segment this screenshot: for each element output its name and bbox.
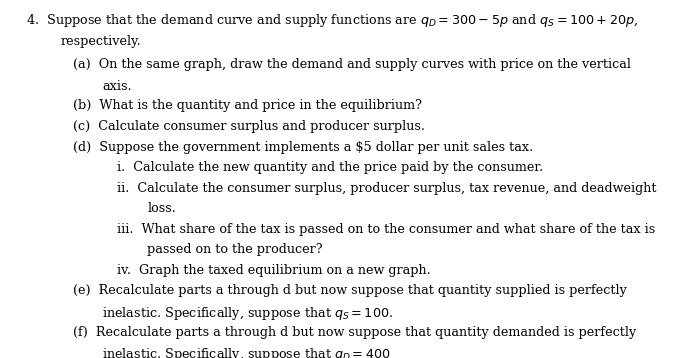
Text: (f)  Recalculate parts a through d but now suppose that quantity demanded is per: (f) Recalculate parts a through d but no… xyxy=(73,325,636,339)
Text: inelastic. Specifically, suppose that $q_D = 400$: inelastic. Specifically, suppose that $q… xyxy=(102,346,391,358)
Text: (b)  What is the quantity and price in the equilibrium?: (b) What is the quantity and price in th… xyxy=(73,100,422,112)
Text: respectively.: respectively. xyxy=(60,35,141,48)
Text: iv.  Graph the taxed equilibrium on a new graph.: iv. Graph the taxed equilibrium on a new… xyxy=(117,264,431,277)
Text: (c)  Calculate consumer surplus and producer surplus.: (c) Calculate consumer surplus and produ… xyxy=(73,120,424,133)
Text: i.  Calculate the new quantity and the price paid by the consumer.: i. Calculate the new quantity and the pr… xyxy=(117,161,544,174)
Text: iii.  What share of the tax is passed on to the consumer and what share of the t: iii. What share of the tax is passed on … xyxy=(117,223,656,236)
Text: ii.  Calculate the consumer surplus, producer surplus, tax revenue, and deadweig: ii. Calculate the consumer surplus, prod… xyxy=(117,182,657,195)
Text: (d)  Suppose the government implements a $5 dollar per unit sales tax.: (d) Suppose the government implements a … xyxy=(73,141,533,154)
Text: axis.: axis. xyxy=(102,80,132,93)
Text: 4.  Suppose that the demand curve and supply functions are $q_D = 300-5p$ and $q: 4. Suppose that the demand curve and sup… xyxy=(26,11,638,29)
Text: (a)  On the same graph, draw the demand and supply curves with price on the vert: (a) On the same graph, draw the demand a… xyxy=(73,58,631,71)
Text: loss.: loss. xyxy=(147,202,176,215)
Text: passed on to the producer?: passed on to the producer? xyxy=(147,243,323,256)
Text: (e)  Recalculate parts a through d but now suppose that quantity supplied is per: (e) Recalculate parts a through d but no… xyxy=(73,284,627,297)
Text: inelastic. Specifically, suppose that $q_S = 100$.: inelastic. Specifically, suppose that $q… xyxy=(102,305,393,322)
